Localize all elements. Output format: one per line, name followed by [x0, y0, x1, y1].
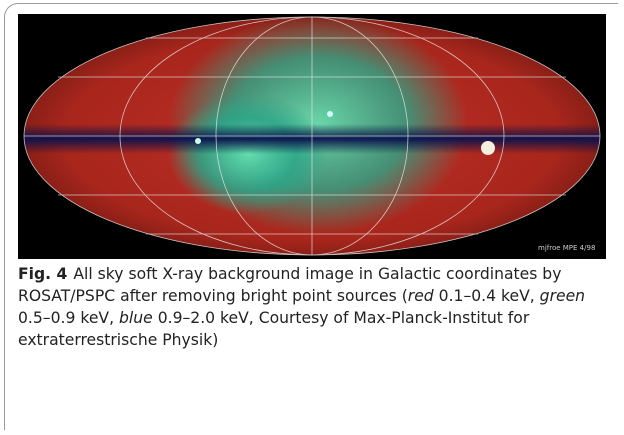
image-credit: mjfroe MPE 4/98 [538, 244, 595, 252]
caption-text: 0.5–0.9 keV, [18, 309, 120, 327]
figure-label: Fig. 4 [18, 265, 68, 283]
caption-italic: blue [119, 309, 153, 327]
caption-text: All sky soft X-ray background image in G… [18, 265, 562, 305]
sky-map: mjfroe MPE 4/98 [18, 14, 606, 259]
caption-italic: green [539, 287, 586, 305]
caption-text: 0.9–2.0 keV, Courtesy of Max-Planck-Inst… [18, 309, 530, 349]
coordinate-grid [23, 16, 601, 256]
caption-italic: red [407, 287, 434, 305]
caption-text: 0.1–0.4 keV, [433, 287, 540, 305]
figure-caption: Fig. 4 All sky soft X-ray background imag… [18, 263, 614, 351]
figure-frame [4, 3, 618, 430]
